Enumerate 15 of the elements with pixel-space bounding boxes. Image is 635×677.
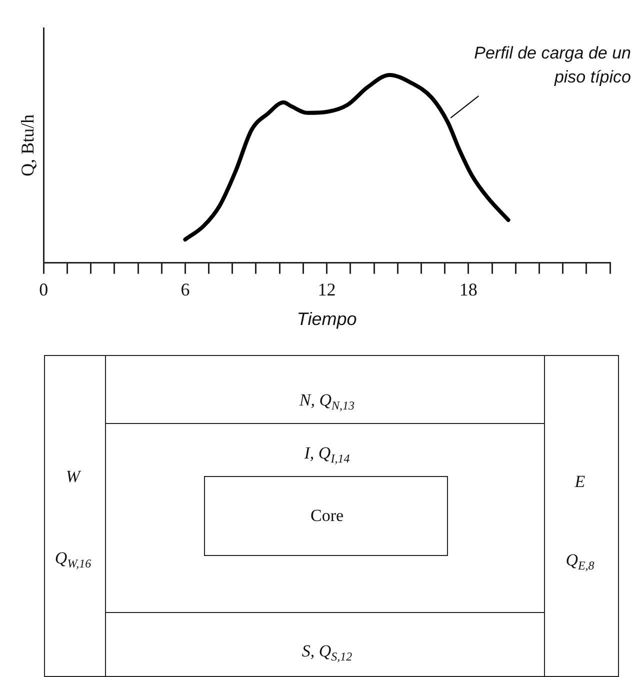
text: Q$_{E,8}$ [566,550,594,574]
x-axis-title: Tiempo [296,309,357,330]
text: N, Q$_{N,13}$ [299,390,355,414]
text: W [66,467,80,487]
annotation: Perfil de carga de un piso típico [474,44,631,87]
text: Core [310,506,344,526]
text: I, Q$_{I,14}$ [304,443,350,467]
text: E [574,472,586,492]
x-tick-label: 6 [180,279,190,300]
text: S, Q$_{S,12}$ [302,641,352,665]
x-tick-label: 18 [459,279,478,300]
x-tick-label: 0 [39,279,48,300]
y-axis-title: Q, Btu/h [18,114,38,176]
x-tick-label: 12 [318,279,336,300]
text: Q$_{W,16}$ [54,548,92,572]
